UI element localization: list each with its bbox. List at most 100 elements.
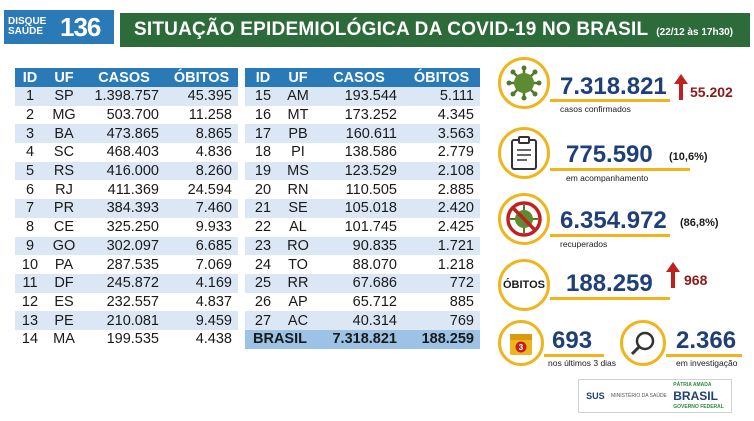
row-id: 22 <box>254 219 272 236</box>
row-uf: SC <box>53 144 75 161</box>
confirmed-new-value: 55.202 <box>690 84 733 100</box>
row-cases: 173.252 <box>344 107 397 124</box>
table-row: 23 RO 90.835 1.721 <box>245 236 480 256</box>
row-id: 25 <box>245 273 281 293</box>
deaths-icon-circle: ÓBITOS <box>498 259 550 311</box>
row-uf: PE <box>45 311 83 330</box>
row-cases: 67.686 <box>315 273 403 293</box>
table-row: 1 SP 1.398.757 45.395 <box>15 87 238 106</box>
row-uf: PI <box>291 144 305 161</box>
gov-top: PÁTRIA AMADA <box>673 381 712 388</box>
row-id: 4 <box>25 144 35 161</box>
row-id: 11 <box>15 273 45 293</box>
row-deaths: 2.779 <box>437 144 474 161</box>
row-cases: 110.505 <box>345 181 397 198</box>
row-uf: AP <box>288 293 308 310</box>
table-row: 8 CE 325.250 9.933 <box>15 218 238 237</box>
clipboard-icon <box>511 136 537 170</box>
row-uf: AM <box>281 87 315 106</box>
row-id: 13 <box>15 311 45 330</box>
table-row: 17 PB 160.611 3.563 <box>245 124 480 144</box>
row-deaths: 6.685 <box>165 236 238 256</box>
table-row: 15 AM 193.544 5.111 <box>245 87 480 106</box>
col-obitos: ÓBITOS <box>165 68 238 87</box>
confirmed-label: casos confirmados <box>560 104 631 114</box>
row-deaths: 9.459 <box>165 311 238 330</box>
table-row: 27 AC 40.314 769 <box>245 311 480 330</box>
row-id: 8 <box>25 219 35 236</box>
col-id: ID <box>245 68 281 87</box>
table-row: 19 MS 123.529 2.108 <box>245 161 480 181</box>
table-row: 2 MG 503.700 11.258 <box>15 106 238 125</box>
row-deaths: 8.865 <box>165 124 238 144</box>
row-deaths: 7.069 <box>195 256 232 273</box>
row-uf: BA <box>45 124 83 144</box>
row-id: 17 <box>245 124 281 144</box>
row-cases: 193.544 <box>315 87 403 106</box>
row-uf: DF <box>45 273 83 293</box>
confirmed-icon-circle <box>498 57 550 109</box>
row-id: 19 <box>245 161 281 181</box>
row-cases: 245.872 <box>83 273 165 293</box>
row-uf: ES <box>54 293 74 310</box>
row-deaths: 7.460 <box>165 199 238 218</box>
footer-logos: SUS MINISTÉRIO DA SAÚDE PÁTRIA AMADA BRA… <box>578 379 732 413</box>
row-id: 27 <box>245 311 281 330</box>
divider <box>550 297 670 300</box>
divider <box>550 168 690 171</box>
gov-logo: PÁTRIA AMADA BRASIL GOVERNO FEDERAL <box>673 380 724 413</box>
col-uf: UF <box>281 68 315 87</box>
table-row: 14 MA 199.535 4.438 <box>15 330 238 349</box>
table-row: 25 RR 67.686 772 <box>245 273 480 293</box>
row-deaths: 772 <box>403 273 480 293</box>
total-label: BRASIL <box>245 329 315 349</box>
col-uf: UF <box>45 68 83 87</box>
row-id: 5 <box>15 161 45 181</box>
row-id: 7 <box>15 199 45 218</box>
table-row: 10 PA 287.535 7.069 <box>15 255 238 274</box>
logo-top-text: DISQUE <box>8 16 47 27</box>
divider <box>550 99 670 102</box>
row-uf: RS <box>45 161 83 181</box>
row-cases: 123.529 <box>315 161 403 181</box>
up-arrow-icon <box>674 74 688 100</box>
row-deaths: 2.108 <box>403 161 480 181</box>
row-uf: MA <box>53 331 75 348</box>
row-id: 1 <box>15 87 45 106</box>
row-cases: 384.393 <box>83 199 165 218</box>
row-deaths: 4.169 <box>165 273 238 293</box>
row-deaths: 1.218 <box>437 256 474 273</box>
disque-saude-logo: DISQUE SAÚDE 136 <box>4 10 114 44</box>
table-row: 7 PR 384.393 7.460 <box>15 199 238 218</box>
divider <box>550 234 670 237</box>
row-deaths: 769 <box>403 311 480 330</box>
row-cases: 1.398.757 <box>83 87 165 106</box>
row-cases: 88.070 <box>352 256 397 273</box>
up-arrow-icon <box>666 262 680 288</box>
row-deaths: 11.258 <box>188 107 232 124</box>
last3-label: nos últimos 3 dias <box>548 358 617 368</box>
table-row: 22 AL 101.745 2.425 <box>245 218 480 237</box>
calendar-icon: 3 <box>510 334 532 355</box>
deaths-label: ÓBITOS <box>503 279 545 291</box>
row-id: 12 <box>21 293 39 310</box>
table-row: 16 MT 173.252 4.345 <box>245 106 480 125</box>
row-uf: SP <box>45 87 83 106</box>
states-table-left: ID UF CASOS ÓBITOS 1 SP 1.398.757 45.395 2 MG… <box>15 68 238 349</box>
row-uf: RO <box>281 236 315 256</box>
row-uf: GO <box>45 236 83 256</box>
recovered-percent: (86,8%) <box>680 217 719 229</box>
row-deaths: 45.395 <box>165 87 238 106</box>
row-deaths: 2.885 <box>437 181 474 198</box>
title-bar: SITUAÇÃO EPIDEMIOLÓGICA DA COVID-19 NO B… <box>120 13 750 47</box>
logo-number: 136 <box>60 11 101 42</box>
row-uf: PB <box>281 124 315 144</box>
row-deaths: 8.260 <box>165 161 238 181</box>
table-row: 21 SE 105.018 2.420 <box>245 199 480 218</box>
gov-main: BRASIL <box>673 388 718 403</box>
row-id: 24 <box>254 256 272 273</box>
row-deaths: 24.594 <box>187 181 232 198</box>
table-row: 11 DF 245.872 4.169 <box>15 273 238 293</box>
row-uf: TO <box>288 256 308 273</box>
investigation-icon-circle <box>620 320 666 366</box>
